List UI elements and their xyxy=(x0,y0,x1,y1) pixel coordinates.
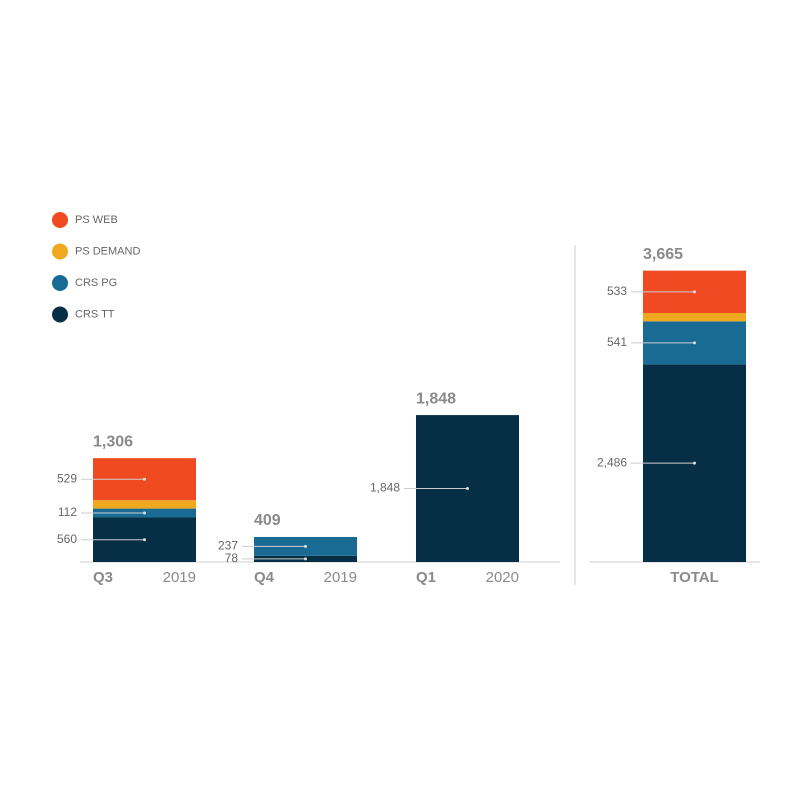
legend-label: CRS PG xyxy=(75,277,117,289)
legend-label: CRS TT xyxy=(75,308,115,320)
legend-label: PS WEB xyxy=(75,214,118,226)
bar-segment xyxy=(93,500,196,509)
value-label: 541 xyxy=(607,335,627,349)
leader-dot xyxy=(693,341,696,345)
x-tick-label: TOTAL xyxy=(670,569,719,586)
leader-dot xyxy=(143,477,146,481)
value-label: 533 xyxy=(607,284,627,298)
value-label: 237 xyxy=(218,539,238,553)
bar-segment xyxy=(643,313,746,322)
x-tick-label: Q4 xyxy=(254,569,275,586)
leader-dot xyxy=(693,290,696,294)
legend-marker xyxy=(52,243,68,260)
value-label: 2,486 xyxy=(597,455,627,469)
value-label: 529 xyxy=(57,471,77,485)
legend-label: PS DEMAND xyxy=(75,245,140,257)
total-label: 1,306 xyxy=(93,433,133,450)
x-tick-label: 2019 xyxy=(163,569,196,586)
total-label: 3,665 xyxy=(643,246,683,263)
legend-marker xyxy=(52,275,68,291)
x-tick-label: 2019 xyxy=(324,569,357,586)
total-label: 409 xyxy=(254,512,281,529)
x-tick-label: 2020 xyxy=(486,569,519,586)
value-label: 1,848 xyxy=(370,481,400,495)
leader-dot xyxy=(304,544,307,548)
leader-dot xyxy=(693,461,696,465)
value-label: 560 xyxy=(57,532,77,546)
x-tick-label: Q3 xyxy=(93,569,113,586)
legend-marker xyxy=(52,306,68,323)
x-tick-label: Q1 xyxy=(416,569,436,586)
value-label: 78 xyxy=(225,551,239,565)
total-label: 1,848 xyxy=(416,390,456,407)
leader-dot xyxy=(143,538,146,542)
leader-dot xyxy=(143,511,146,515)
legend-marker xyxy=(52,212,68,228)
leader-dot xyxy=(466,487,469,491)
value-label: 112 xyxy=(58,505,77,519)
leader-dot xyxy=(304,557,307,561)
